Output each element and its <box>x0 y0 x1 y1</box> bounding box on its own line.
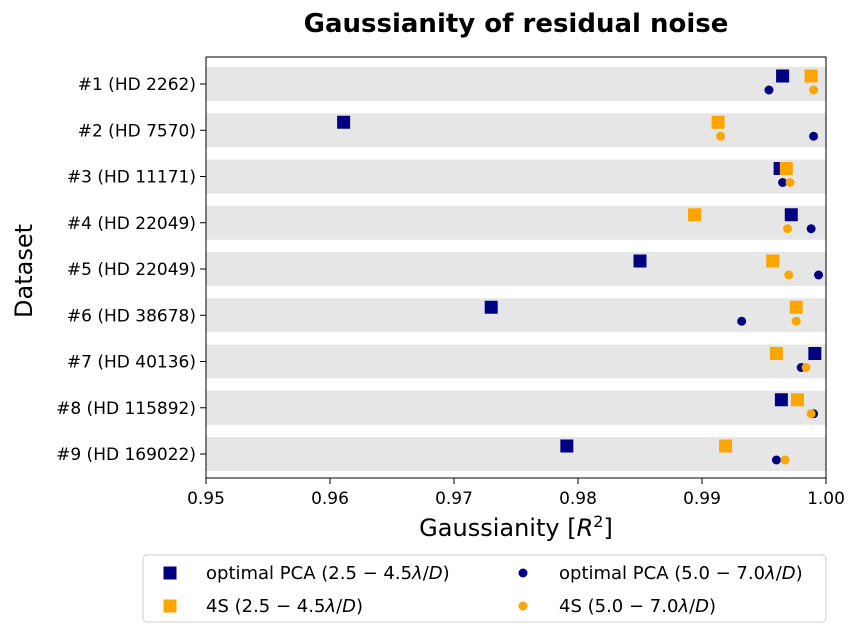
row-band <box>206 252 826 286</box>
data-point-circle <box>806 224 816 234</box>
data-point-circle <box>737 316 747 326</box>
data-point-square <box>337 115 351 129</box>
data-point-circle <box>809 131 819 141</box>
y-tick-label: #4 (HD 22049) <box>67 214 196 234</box>
legend-marker-circle <box>518 568 528 578</box>
legend-marker-circle <box>518 601 528 611</box>
y-tick-labels: #1 (HD 2262) #2 (HD 7570) #3 (HD 11171) #4 … <box>56 75 206 465</box>
y-axis-label: Dataset <box>10 224 38 318</box>
y-tick-label: #2 (HD 7570) <box>78 121 196 141</box>
data-point-circle <box>783 224 793 234</box>
legend-entries: optimal PCA (2.5 − 4.5λ/D) optimal PCA (5… <box>163 563 803 617</box>
data-point-square <box>804 69 818 83</box>
y-tick-label: #1 (HD 2262) <box>78 75 196 95</box>
row-band <box>206 298 826 333</box>
row-band <box>206 437 826 471</box>
legend-marker-square <box>163 599 177 613</box>
data-point-square <box>789 300 803 314</box>
legend-marker-square <box>163 566 177 580</box>
data-point-square <box>808 347 822 360</box>
data-point-circle <box>764 85 774 95</box>
row-band <box>206 113 826 148</box>
data-point-square <box>779 162 793 175</box>
data-point-circle <box>778 178 788 187</box>
y-tick-label: #8 (HD 115892) <box>56 399 196 419</box>
row-band <box>206 159 826 194</box>
data-point-square <box>484 300 498 314</box>
data-point-circle <box>809 85 819 95</box>
row-band <box>206 67 826 101</box>
y-tick-label: #3 (HD 11171) <box>67 168 196 188</box>
y-tick-label: #9 (HD 169022) <box>56 445 196 465</box>
data-point-circle <box>806 409 816 419</box>
chart-title: Gaussianity of residual noise <box>304 9 729 39</box>
x-tick-label: 0.97 <box>435 489 473 509</box>
data-marks <box>337 69 824 465</box>
row-band <box>206 205 826 240</box>
data-point-square <box>790 393 804 407</box>
data-point-square <box>776 69 790 83</box>
legend-label: optimal PCA (5.0 − 7.0λ/D) <box>559 563 803 584</box>
x-tick-label: 1.00 <box>807 489 845 509</box>
data-point-square <box>769 347 783 360</box>
data-point-square <box>688 208 702 222</box>
data-point-square <box>711 115 725 129</box>
row-band <box>206 390 826 425</box>
data-point-square <box>560 439 574 453</box>
y-tick-label: #6 (HD 38678) <box>67 306 196 326</box>
data-point-circle <box>780 455 790 465</box>
data-point-square <box>784 208 798 222</box>
x-tick-label: 0.98 <box>559 489 597 509</box>
x-tick-label: 0.99 <box>683 489 721 509</box>
data-point-square <box>774 393 788 407</box>
data-point-circle <box>791 316 801 326</box>
data-point-circle <box>801 363 811 372</box>
row-band <box>206 344 826 379</box>
legend-label: 4S (2.5 − 4.5λ/D) <box>206 596 363 617</box>
x-tick-labels: 0.95 0.96 0.97 0.98 0.99 1.00 <box>187 478 845 509</box>
data-point-circle <box>771 455 781 465</box>
legend-label: 4S (5.0 − 7.0λ/D) <box>559 596 716 617</box>
legend: optimal PCA (2.5 − 4.5λ/D) optimal PCA (5… <box>142 554 827 623</box>
data-point-square <box>719 439 733 453</box>
x-tick-label: 0.96 <box>311 489 349 509</box>
plot-frame <box>205 56 827 479</box>
legend-label: optimal PCA (2.5 − 4.5λ/D) <box>206 563 450 584</box>
data-point-circle <box>785 178 795 187</box>
y-tick-label: #7 (HD 40136) <box>67 353 196 373</box>
x-axis-label: Gaussianity [R2] <box>419 512 613 542</box>
x-tick-label: 0.95 <box>187 489 225 509</box>
row-bands <box>206 67 826 471</box>
data-point-circle <box>716 131 726 141</box>
y-tick-label: #5 (HD 22049) <box>67 260 196 280</box>
legend-frame <box>142 554 827 623</box>
data-point-square <box>633 254 647 268</box>
data-point-square <box>766 254 780 268</box>
data-point-circle <box>784 270 794 280</box>
data-point-circle <box>814 270 824 280</box>
